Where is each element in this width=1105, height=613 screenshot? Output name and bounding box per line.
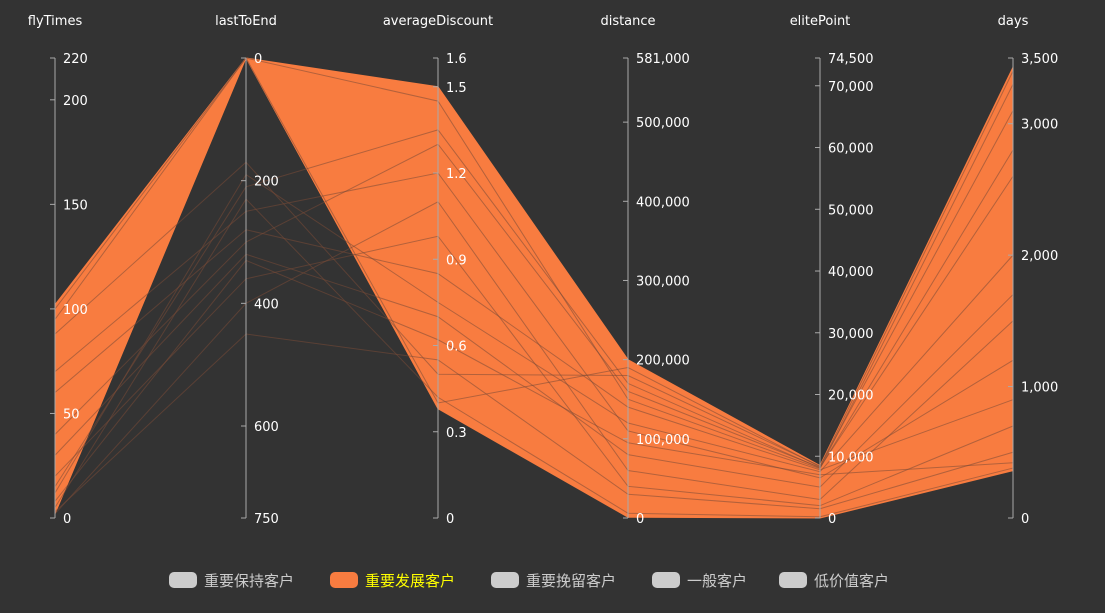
series-line [54,253,1014,488]
tick-label: 30,000 [828,327,874,342]
tick-label: 220 [63,52,88,67]
axis-name: lastToEnd [215,14,277,29]
axis-name: averageDiscount [383,14,493,29]
legend-item[interactable]: 重要保持客户 [169,572,294,590]
tick-label: 0 [1021,512,1029,527]
series-line [54,143,1014,468]
tick-label: 60,000 [828,142,874,157]
tick-label: 750 [254,512,279,527]
tick-label: 200 [254,175,279,190]
tick-label: 40,000 [828,265,874,280]
legend-label: 一般客户 [687,572,747,590]
tick-label: 3,500 [1021,52,1058,67]
legend-item[interactable]: 重要挽留客户 [491,572,616,590]
tick-label: 1.6 [446,52,467,67]
tick-label: 200 [63,94,88,109]
tick-label: 400 [254,297,279,312]
tick-label: 1.2 [446,167,467,182]
tick-label: 0.6 [446,340,467,355]
series-line [54,129,1014,487]
tick-label: 10,000 [828,450,874,465]
legend-label: 重要保持客户 [204,572,294,590]
series-line [54,201,1014,515]
axis-name: elitePoint [790,14,851,29]
tick-label: 100,000 [636,433,690,448]
legend-item[interactable]: 低价值客户 [779,572,889,590]
tick-label: 400,000 [636,195,690,210]
tick-label: 0 [828,512,836,527]
axis-name: distance [600,14,655,29]
legend-label: 重要发展客户 [365,572,455,590]
axis-name: flyTimes [28,14,83,29]
tick-label: 600 [254,420,279,435]
legend-label: 重要挽留客户 [526,572,616,590]
series-line [54,110,1014,467]
tick-label: 200,000 [636,354,690,369]
legend-item[interactable]: 重要发展客户 [330,572,455,590]
axis-days: days 0 1,000 2,000 3,000 3,500 [998,14,1059,527]
series-line [54,172,1014,479]
legend-swatch [169,572,197,588]
tick-label: 0.9 [446,253,467,268]
tick-label: 1,000 [1021,381,1058,396]
tick-label: 50 [63,407,80,422]
series-line [54,235,1014,507]
axis-name: days [998,14,1029,29]
series-line [54,57,1014,470]
tick-label: 581,000 [636,52,690,67]
tick-label: 100 [63,303,88,318]
tick-label: 20,000 [828,389,874,404]
series-group [54,57,1014,519]
series-line [54,198,1014,518]
tick-label: 0 [446,512,454,527]
axis-averageDiscount: averageDiscount 0 0.3 0.6 0.9 1.2 1.5 1.6 [383,14,493,527]
tick-label: 3,000 [1021,118,1058,133]
tick-label: 0 [254,52,262,67]
legend-item[interactable]: 一般客户 [652,572,747,590]
axis-elitePoint: elitePoint 0 10,000 20,000 30,000 40,000 50,00… [790,14,874,527]
legend-label: 低价值客户 [814,572,889,590]
series-band [54,57,1014,519]
tick-label: 0.3 [446,426,467,441]
tick-label: 300,000 [636,274,690,289]
legend-swatch [652,572,680,588]
tick-label: 74,500 [828,52,874,67]
tick-label: 0 [63,512,71,527]
axis-flyTimes: flyTimes 0 50 100 150 200 220 [28,14,88,527]
legend-swatch [330,572,358,588]
series-line [54,333,1014,513]
tick-label: 50,000 [828,203,874,218]
legend: 重要保持客户 重要发展客户 重要挽留客户 一般客户 低价值客户 [169,572,889,590]
legend-swatch [779,572,807,588]
legend-swatch [491,572,519,588]
axis-lastToEnd: lastToEnd 0 200 400 600 750 [215,14,279,527]
series-line [54,173,1014,494]
tick-label: 1.5 [446,81,467,96]
tick-label: 70,000 [828,80,874,95]
tick-label: 0 [636,512,644,527]
tick-label: 500,000 [636,116,690,131]
tick-label: 2,000 [1021,249,1058,264]
series-line [54,259,1014,502]
tick-label: 150 [63,198,88,213]
axis-distance: distance 0 100,000 200,000 300,000 400,000 500… [600,14,689,527]
